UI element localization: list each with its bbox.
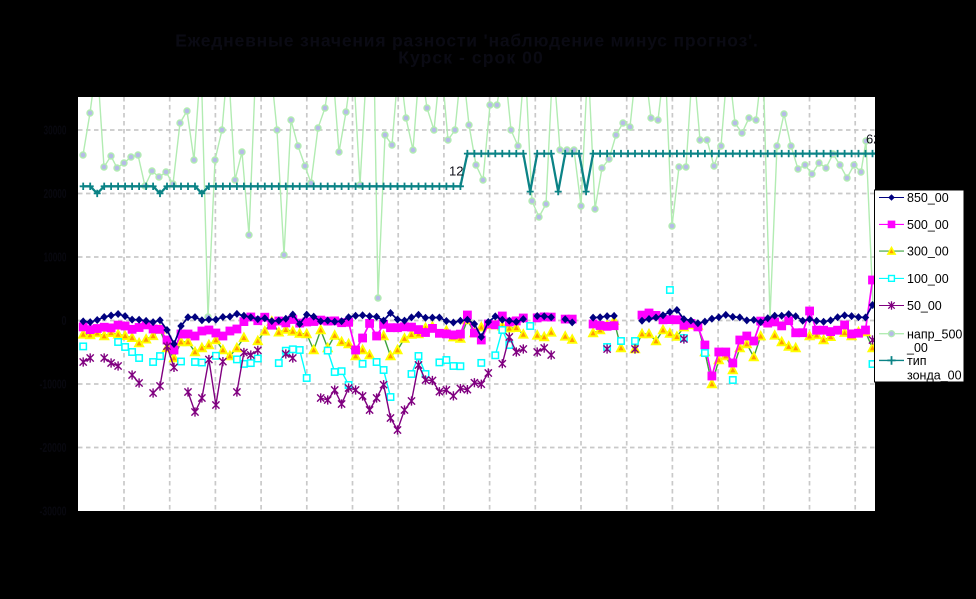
svg-text:зонда_00: зонда_00: [907, 368, 962, 382]
svg-text:30000: 30000: [44, 123, 67, 138]
svg-text:20000: 20000: [44, 186, 67, 201]
svg-text:0: 0: [62, 313, 67, 328]
svg-text:50_00: 50_00: [907, 299, 942, 313]
svg-text:850_00: 850_00: [907, 191, 949, 205]
svg-text:10000: 10000: [44, 250, 67, 265]
svg-text:Курск - срок 00: Курск - срок 00: [398, 48, 544, 68]
svg-text:-20000: -20000: [40, 440, 67, 455]
svg-text:300_00: 300_00: [907, 245, 949, 259]
svg-text:напр_500: напр_500: [907, 327, 962, 341]
svg-text:-10000: -10000: [40, 377, 67, 392]
svg-text:тип: тип: [907, 354, 926, 368]
svg-text:-30000: -30000: [40, 504, 67, 519]
svg-text:Ежедневные значения разности ': Ежедневные значения разности 'наблюдение…: [175, 31, 758, 51]
svg-text:_00: _00: [906, 341, 928, 355]
svg-text:100_00: 100_00: [907, 272, 949, 286]
svg-text:62: 62: [866, 132, 880, 147]
svg-text:500_00: 500_00: [907, 218, 949, 232]
svg-text:12: 12: [449, 164, 463, 179]
